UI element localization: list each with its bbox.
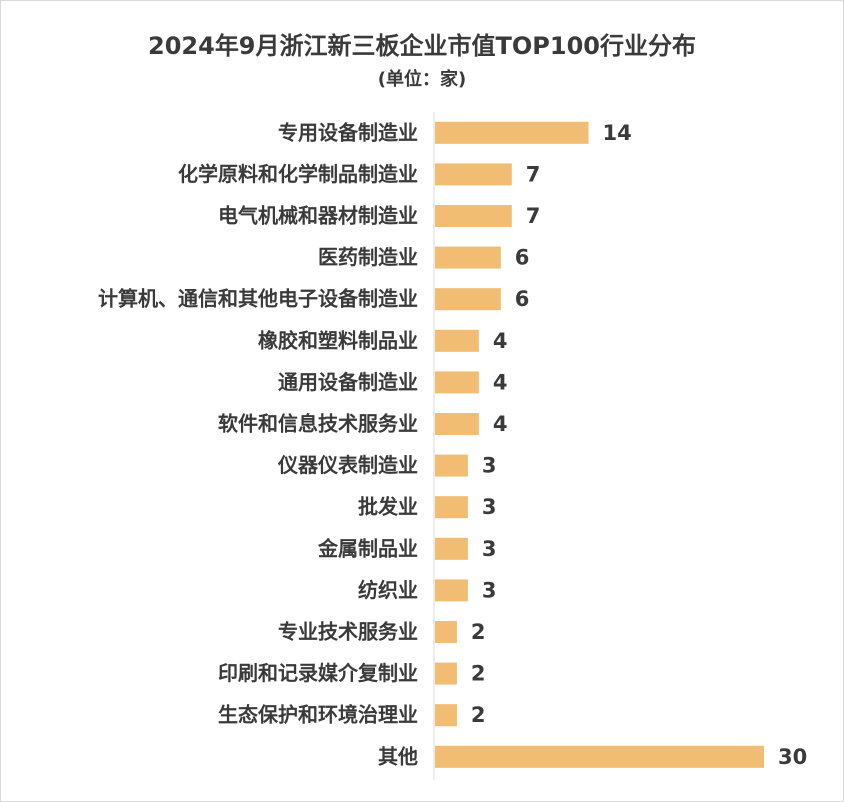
value-label: 2 — [471, 703, 486, 727]
category-label: 橡胶和塑料制品业 — [258, 328, 418, 352]
value-label: 6 — [515, 246, 530, 270]
category-label: 专用设备制造业 — [278, 120, 418, 144]
value-label: 4 — [493, 412, 508, 436]
bar — [435, 579, 468, 602]
bar — [435, 704, 457, 727]
bar — [435, 537, 468, 560]
bar — [435, 496, 468, 519]
category-label: 金属制品业 — [317, 536, 418, 560]
bar — [435, 288, 501, 311]
bar — [435, 246, 501, 269]
bar — [435, 163, 512, 186]
category-label: 化学原料和化学制品制造业 — [178, 162, 418, 186]
bar — [435, 454, 468, 477]
bar — [435, 329, 479, 352]
bar — [435, 205, 512, 227]
category-label: 仪器仪表制造业 — [277, 453, 418, 477]
chart-subtitle: (单位：家) — [378, 68, 466, 90]
value-label: 3 — [482, 537, 497, 561]
category-label: 其他 — [378, 744, 418, 768]
value-label: 30 — [778, 745, 807, 769]
value-label: 3 — [482, 578, 497, 602]
value-label: 2 — [471, 662, 486, 686]
category-label: 医药制造业 — [318, 245, 418, 269]
value-label: 4 — [493, 370, 508, 394]
category-label: 纺织业 — [358, 578, 418, 602]
value-label: 7 — [526, 162, 541, 186]
bar — [435, 621, 457, 643]
category-label: 批发业 — [358, 495, 418, 519]
category-label: 通用设备制造业 — [278, 370, 418, 394]
category-label: 专业技术服务业 — [278, 620, 418, 644]
bar — [435, 413, 479, 435]
bar — [435, 745, 764, 768]
category-label: 电气机械和器材制造业 — [218, 204, 418, 228]
chart-title: 2024年9月浙江新三板企业市值TOP100行业分布 — [148, 32, 696, 60]
bar — [435, 371, 479, 394]
category-label: 计算机、通信和其他电子设备制造业 — [98, 287, 418, 311]
value-label: 2 — [471, 620, 486, 644]
category-label: 印刷和记录媒介复制业 — [218, 661, 418, 685]
value-label: 7 — [526, 204, 541, 228]
category-label: 软件和信息技术服务业 — [218, 412, 418, 436]
value-label: 4 — [493, 329, 508, 353]
bar — [435, 662, 457, 685]
value-label: 3 — [482, 495, 497, 519]
category-label: 生态保护和环境治理业 — [218, 703, 418, 727]
value-label: 6 — [515, 287, 530, 311]
bar — [435, 121, 589, 144]
value-label: 14 — [603, 121, 632, 145]
value-label: 3 — [482, 454, 497, 478]
